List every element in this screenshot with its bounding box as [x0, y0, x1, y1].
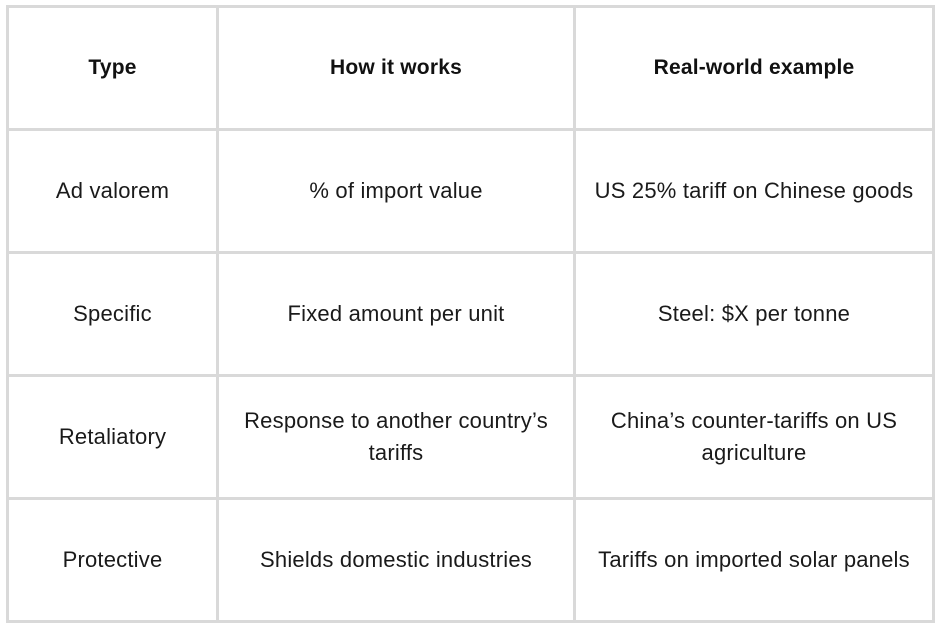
cell-how-it-works: Fixed amount per unit	[216, 251, 576, 377]
tariff-types-table: Type How it works Real-world example Ad …	[6, 5, 935, 623]
column-header-how-it-works: How it works	[216, 5, 576, 131]
cell-type: Ad valorem	[6, 128, 219, 254]
table-row: Ad valorem % of import value US 25% tari…	[6, 128, 935, 254]
cell-real-world-example: Steel: $X per tonne	[573, 251, 935, 377]
cell-real-world-example: US 25% tariff on Chinese goods	[573, 128, 935, 254]
column-header-type: Type	[6, 5, 219, 131]
cell-type: Retaliatory	[6, 374, 219, 500]
header-row: Type How it works Real-world example	[6, 5, 935, 131]
table-row: Retaliatory Response to another country’…	[6, 374, 935, 500]
table-row: Specific Fixed amount per unit Steel: $X…	[6, 251, 935, 377]
cell-real-world-example: Tariffs on imported solar panels	[573, 497, 935, 623]
cell-real-world-example: China’s counter-tariffs on US agricultur…	[573, 374, 935, 500]
cell-how-it-works: Response to another country’s tariffs	[216, 374, 576, 500]
cell-how-it-works: Shields domestic industries	[216, 497, 576, 623]
table-row: Protective Shields domestic industries T…	[6, 497, 935, 623]
cell-type: Protective	[6, 497, 219, 623]
column-header-real-world-example: Real-world example	[573, 5, 935, 131]
cell-how-it-works: % of import value	[216, 128, 576, 254]
tariff-types-table-container: Type How it works Real-world example Ad …	[6, 5, 935, 623]
cell-type: Specific	[6, 251, 219, 377]
